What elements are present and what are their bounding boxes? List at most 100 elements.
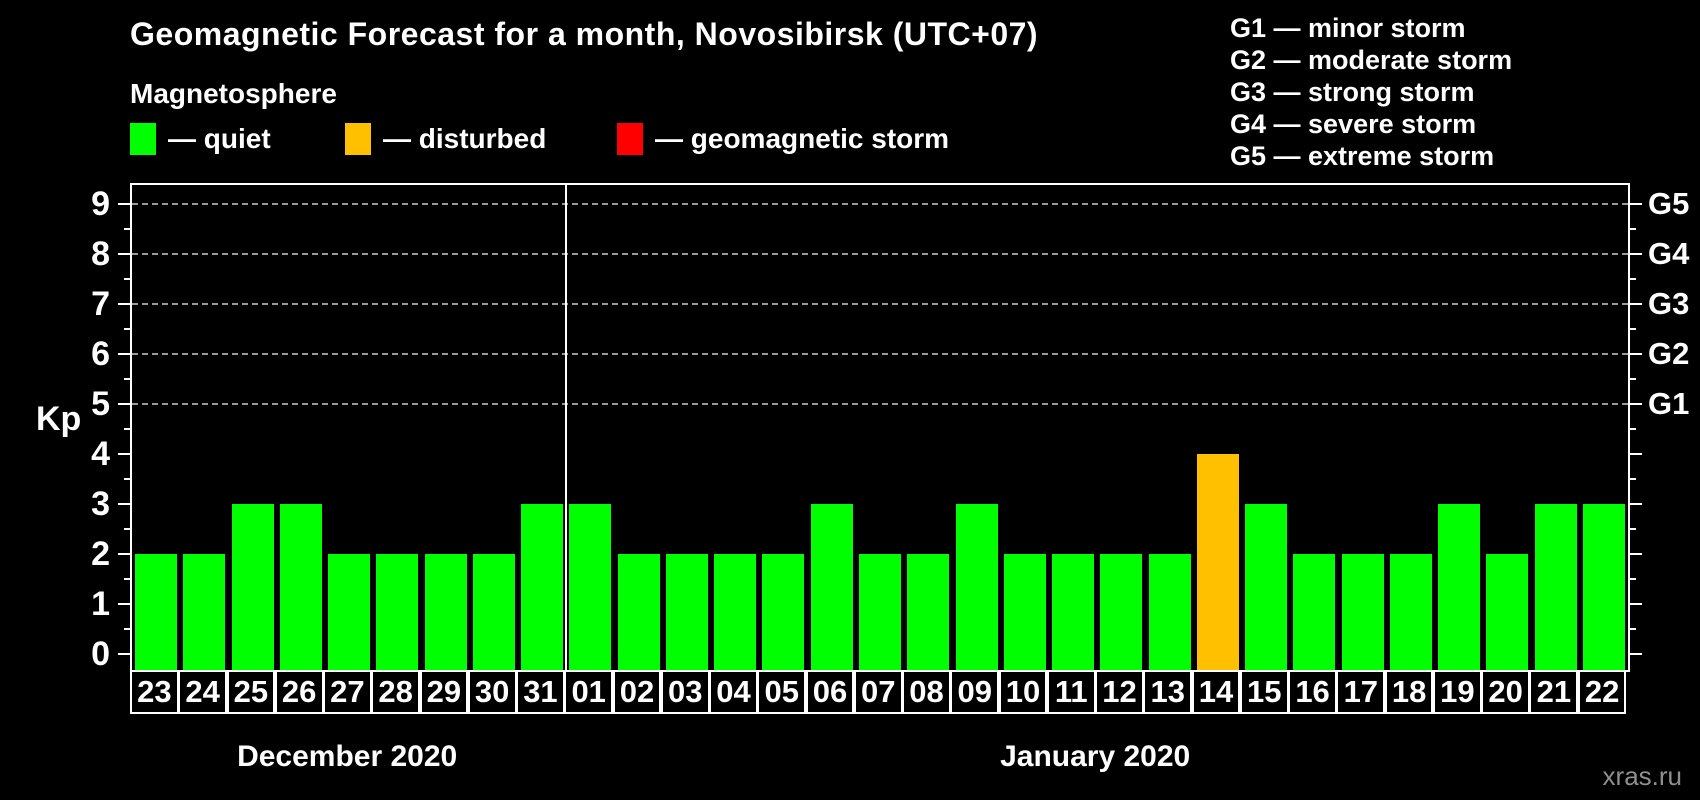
kp-bar-day-13 bbox=[1148, 554, 1191, 670]
y-tick-major-right bbox=[1628, 303, 1642, 305]
y-tick-label: 3 bbox=[91, 485, 110, 523]
y-tick-major bbox=[118, 203, 132, 205]
kp-bar-day-10 bbox=[1003, 554, 1046, 670]
day-label-20: 20 bbox=[1481, 670, 1530, 714]
y-tick-major-right bbox=[1628, 453, 1642, 455]
y-tick-label: 2 bbox=[91, 535, 110, 573]
y-tick-minor-right bbox=[1628, 378, 1636, 380]
legend-item-disturbed: — disturbed bbox=[345, 122, 546, 156]
kp-bar-day-29 bbox=[424, 554, 467, 670]
day-label-13: 13 bbox=[1143, 670, 1193, 714]
y-tick-major bbox=[118, 353, 132, 355]
day-label-22: 22 bbox=[1577, 670, 1627, 714]
legend-item-quiet: — quiet bbox=[130, 122, 271, 156]
day-label-27: 27 bbox=[323, 670, 372, 714]
day-label-28: 28 bbox=[371, 670, 421, 714]
kp-bar-day-23 bbox=[135, 554, 178, 670]
kp-bar-day-16 bbox=[1293, 554, 1336, 670]
y-tick-major-right bbox=[1628, 553, 1642, 555]
kp-bar-day-21 bbox=[1534, 504, 1577, 670]
y-tick-minor-right bbox=[1628, 578, 1636, 580]
kp-bar-day-04 bbox=[714, 554, 757, 670]
kp-bar-day-02 bbox=[617, 554, 660, 670]
y-tick-major-right bbox=[1628, 603, 1642, 605]
g-level-label-g3: G3 bbox=[1648, 286, 1690, 321]
day-label-26: 26 bbox=[274, 670, 324, 714]
day-axis: 23 24 25 26 27 28 29 30 31 01 02 03 04 05 06 07 08 09 10 11… bbox=[130, 670, 1627, 714]
kp-bar-day-17 bbox=[1341, 554, 1384, 670]
gridline-kp8 bbox=[132, 253, 1628, 255]
kp-bar-day-06 bbox=[810, 504, 853, 670]
y-tick-major-right bbox=[1628, 403, 1642, 405]
y-tick-minor-right bbox=[1628, 328, 1636, 330]
y-tick-minor bbox=[124, 428, 132, 430]
day-label-29: 29 bbox=[419, 670, 469, 714]
y-tick-major bbox=[118, 553, 132, 555]
y-tick-label: 9 bbox=[91, 185, 110, 223]
legend-item-storm: — geomagnetic storm bbox=[617, 122, 949, 156]
kp-bar-day-26 bbox=[279, 504, 322, 670]
kp-bar-day-18 bbox=[1389, 554, 1432, 670]
y-tick-major-right bbox=[1628, 503, 1642, 505]
kp-bar-day-08 bbox=[907, 554, 950, 670]
storm-scale-legend-line: G4 — severe storm bbox=[1230, 109, 1477, 139]
day-label-25: 25 bbox=[226, 670, 276, 714]
day-label-15: 15 bbox=[1239, 670, 1289, 714]
quiet-color-swatch bbox=[130, 123, 156, 155]
day-label-08: 08 bbox=[902, 670, 951, 714]
day-label-04: 04 bbox=[709, 670, 758, 714]
y-tick-minor bbox=[124, 228, 132, 230]
gridline-kp6 bbox=[132, 353, 1628, 355]
y-axis-label: Kp bbox=[36, 400, 82, 438]
kp-bar-day-27 bbox=[328, 554, 371, 670]
y-tick-minor bbox=[124, 378, 132, 380]
kp-bar-day-14 bbox=[1196, 454, 1239, 670]
y-tick-minor bbox=[124, 578, 132, 580]
day-label-02: 02 bbox=[612, 670, 662, 714]
y-tick-minor-right bbox=[1628, 628, 1636, 630]
kp-bar-day-31 bbox=[521, 504, 564, 670]
y-tick-major bbox=[118, 503, 132, 505]
day-label-16: 16 bbox=[1288, 670, 1337, 714]
y-tick-major bbox=[118, 303, 132, 305]
gridline-kp9 bbox=[132, 203, 1628, 205]
y-tick-major bbox=[118, 453, 132, 455]
day-label-24: 24 bbox=[178, 670, 227, 714]
day-label-30: 30 bbox=[467, 670, 517, 714]
chart-title: Geomagnetic Forecast for a month, Novosi… bbox=[130, 16, 1039, 52]
day-label-09: 09 bbox=[950, 670, 1000, 714]
storm-scale-legend-line: G3 — strong storm bbox=[1230, 77, 1475, 107]
y-tick-label: 4 bbox=[91, 435, 110, 473]
day-label-12: 12 bbox=[1095, 670, 1144, 714]
kp-bar-day-07 bbox=[859, 554, 901, 670]
y-tick-minor bbox=[124, 478, 132, 480]
day-label-01: 01 bbox=[564, 670, 614, 714]
storm-scale-legend-line: G2 — moderate storm bbox=[1230, 45, 1513, 75]
month-separator bbox=[565, 185, 568, 670]
kp-bar-day-25 bbox=[231, 504, 274, 670]
y-tick-label: 1 bbox=[91, 585, 110, 623]
legend-label-disturbed: — disturbed bbox=[383, 123, 547, 154]
kp-bar-day-11 bbox=[1052, 554, 1095, 670]
y-tick-major-right bbox=[1628, 253, 1642, 255]
y-tick-minor bbox=[124, 278, 132, 280]
plot-area: 0 1 2 3 4 5 6 7 8 9 G1 G2 G3 G4 G5 bbox=[91, 183, 1689, 672]
kp-bar-day-20 bbox=[1486, 554, 1529, 670]
day-label-17: 17 bbox=[1336, 670, 1386, 714]
day-label-11: 11 bbox=[1046, 670, 1096, 714]
kp-bar-day-09 bbox=[955, 504, 998, 670]
y-tick-major-right bbox=[1628, 353, 1642, 355]
storm-scale-legend-line: G1 — minor storm bbox=[1230, 13, 1466, 43]
gridline-kp7 bbox=[132, 303, 1628, 305]
day-label-03: 03 bbox=[660, 670, 710, 714]
g-level-label-g5: G5 bbox=[1648, 186, 1690, 221]
g-level-label-g4: G4 bbox=[1648, 236, 1690, 271]
y-tick-minor-right bbox=[1628, 278, 1636, 280]
y-tick-minor bbox=[124, 628, 132, 630]
y-tick-label: 6 bbox=[91, 335, 110, 373]
kp-bar-day-24 bbox=[183, 554, 226, 670]
kp-bar-day-19 bbox=[1438, 504, 1481, 670]
disturbed-color-swatch bbox=[345, 123, 371, 155]
y-tick-major bbox=[118, 653, 132, 655]
kp-bar-day-12 bbox=[1100, 554, 1143, 670]
